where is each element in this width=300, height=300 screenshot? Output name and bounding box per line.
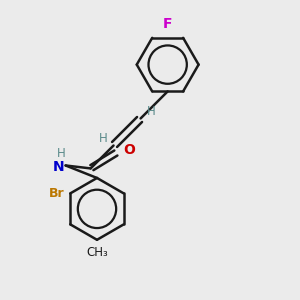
- Text: H: H: [99, 132, 108, 145]
- Text: F: F: [163, 17, 172, 32]
- Text: H: H: [57, 147, 66, 160]
- Text: H: H: [146, 105, 155, 118]
- Text: CH₃: CH₃: [86, 246, 108, 259]
- Text: N: N: [52, 160, 64, 174]
- Text: Br: Br: [49, 187, 64, 200]
- Text: O: O: [124, 143, 136, 157]
